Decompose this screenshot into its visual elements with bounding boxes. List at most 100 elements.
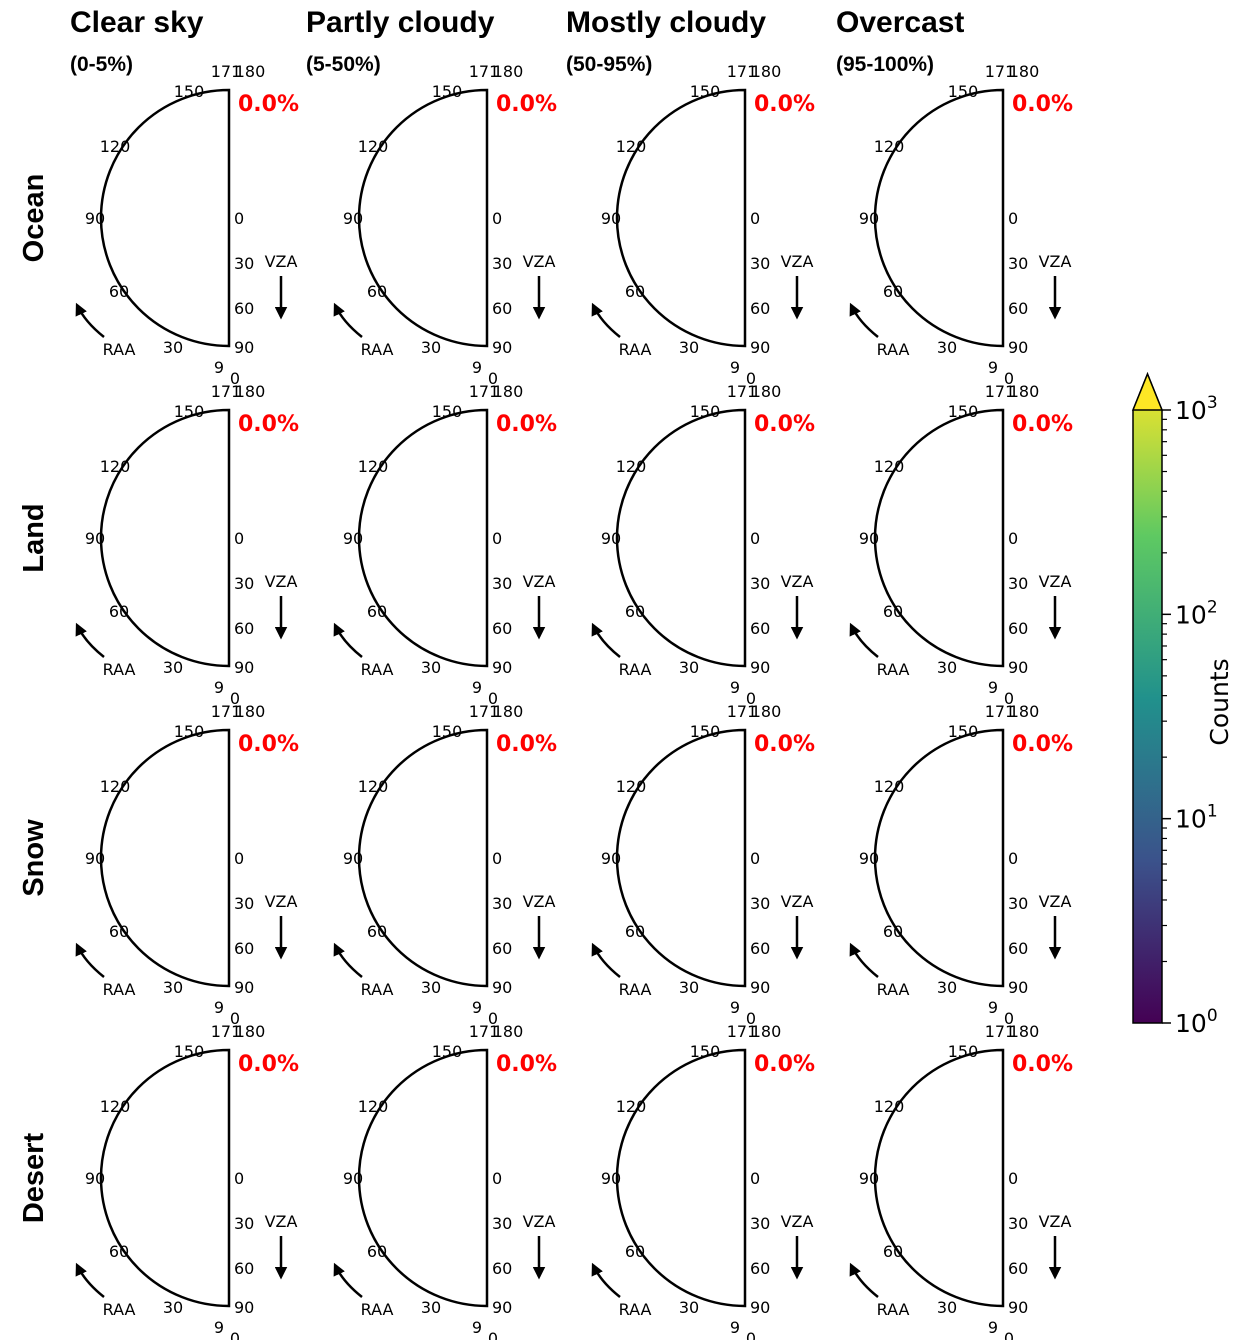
raa-tick-label: 171 <box>211 1022 242 1041</box>
polar-outline <box>873 408 1005 668</box>
raa-tick-label: 0 <box>746 1329 756 1340</box>
vza-tick-label: 0 <box>234 1169 244 1188</box>
vza-axis-label: VZA <box>523 1212 556 1231</box>
raa-tick-label: 30 <box>421 1298 441 1317</box>
raa-tick-label: 150 <box>432 1042 463 1061</box>
raa-tick-label: 90 <box>859 209 879 228</box>
column-subtitle: (0-5%) <box>70 53 133 76</box>
raa-tick-label: 30 <box>421 658 441 677</box>
raa-tick-label: 0 <box>488 1009 498 1028</box>
polar-outline <box>99 88 231 348</box>
raa-tick-label: 30 <box>937 338 957 357</box>
raa-tick-label: 120 <box>100 777 131 796</box>
raa-axis-label: RAA <box>103 340 136 359</box>
polar-outline <box>357 408 489 668</box>
vza-tick-label: 60 <box>492 619 512 638</box>
raa-tick-label: 60 <box>625 922 645 941</box>
vza-tick-label: 90 <box>750 658 770 677</box>
vza-tick-label: 60 <box>234 619 254 638</box>
raa-tick-label: 30 <box>421 978 441 997</box>
colorbar-body <box>1132 371 1163 1024</box>
row-label: Land <box>18 503 50 572</box>
raa-tick-label: 0 <box>746 1009 756 1028</box>
raa-tick-label: 150 <box>174 402 205 421</box>
raa-tick-label: 120 <box>100 137 131 156</box>
raa-axis-label: RAA <box>361 660 394 679</box>
vza-tick-label: 0 <box>492 209 502 228</box>
raa-tick-label: 180 <box>1009 1022 1040 1041</box>
vza-tick-label: 90 <box>750 1298 770 1317</box>
raa-tick-label: 90 <box>85 209 105 228</box>
vza-tick-label: 0 <box>492 849 502 868</box>
raa-tick-label: 180 <box>235 702 266 721</box>
raa-axis-label: RAA <box>103 980 136 999</box>
vza-tick-label: 30 <box>750 574 770 593</box>
vza-tick-label: 90 <box>234 978 254 997</box>
raa-tick-label: 180 <box>1009 62 1040 81</box>
vza-tick-label: 0 <box>234 209 244 228</box>
raa-axis-label: RAA <box>361 1300 394 1319</box>
coverage-percent: 0.0% <box>238 732 299 757</box>
colorbar: 100 101 102 103 Counts <box>1131 371 1234 1038</box>
raa-arrow <box>849 622 879 658</box>
coverage-percent: 0.0% <box>238 412 299 437</box>
vza-tick-label: 90 <box>750 978 770 997</box>
vza-tick-label: 30 <box>492 254 512 273</box>
raa-tick-label: 150 <box>432 402 463 421</box>
raa-tick-label: 60 <box>367 282 387 301</box>
vza-tick-label: 90 <box>1008 978 1028 997</box>
raa-tick-label: 180 <box>1009 702 1040 721</box>
vza-tick-label: 90 <box>492 1298 512 1317</box>
vza-tick-label: 60 <box>750 939 770 958</box>
raa-tick-label: 90 <box>85 849 105 868</box>
raa-tick-label: 120 <box>616 777 647 796</box>
vza-tick-label: 30 <box>1008 254 1028 273</box>
raa-tick-label: 9 <box>730 358 740 377</box>
raa-arrow <box>75 942 105 978</box>
raa-tick-label: 0 <box>230 689 240 708</box>
raa-tick-label: 60 <box>367 602 387 621</box>
raa-arrow <box>591 302 621 338</box>
polar-outline <box>357 1048 489 1308</box>
raa-tick-label: 9 <box>214 998 224 1017</box>
raa-axis-label: RAA <box>619 660 652 679</box>
raa-arrow <box>75 622 105 658</box>
colorbar-extend-tip <box>1131 371 1164 411</box>
coverage-percent: 0.0% <box>496 1052 557 1077</box>
vza-axis-label: VZA <box>523 572 556 591</box>
vza-axis-label: VZA <box>265 252 298 271</box>
column-title: Overcast <box>836 6 964 39</box>
raa-tick-label: 9 <box>730 1318 740 1337</box>
coverage-percent: 0.0% <box>496 92 557 117</box>
raa-arrow <box>591 1262 621 1298</box>
raa-tick-label: 120 <box>874 137 905 156</box>
vza-tick-label: 90 <box>750 338 770 357</box>
raa-tick-label: 60 <box>883 602 903 621</box>
vza-tick-label: 30 <box>234 574 254 593</box>
raa-tick-label: 171 <box>985 702 1016 721</box>
vza-tick-label: 0 <box>750 529 760 548</box>
vza-tick-label: 90 <box>492 978 512 997</box>
polar-outline <box>615 1048 747 1308</box>
raa-axis-label: RAA <box>361 980 394 999</box>
vza-axis-label: VZA <box>265 1212 298 1231</box>
raa-tick-label: 9 <box>730 678 740 697</box>
raa-tick-label: 180 <box>751 382 782 401</box>
row-label: Snow <box>18 819 50 897</box>
raa-tick-label: 9 <box>214 358 224 377</box>
raa-tick-label: 30 <box>163 658 183 677</box>
raa-axis-label: RAA <box>619 1300 652 1319</box>
raa-arrow <box>333 942 363 978</box>
raa-arrow <box>849 1262 879 1298</box>
raa-axis-label: RAA <box>877 340 910 359</box>
raa-tick-label: 30 <box>679 1298 699 1317</box>
coverage-percent: 0.0% <box>1012 732 1073 757</box>
raa-tick-label: 60 <box>109 1242 129 1261</box>
vza-tick-label: 30 <box>234 894 254 913</box>
raa-tick-label: 30 <box>679 338 699 357</box>
